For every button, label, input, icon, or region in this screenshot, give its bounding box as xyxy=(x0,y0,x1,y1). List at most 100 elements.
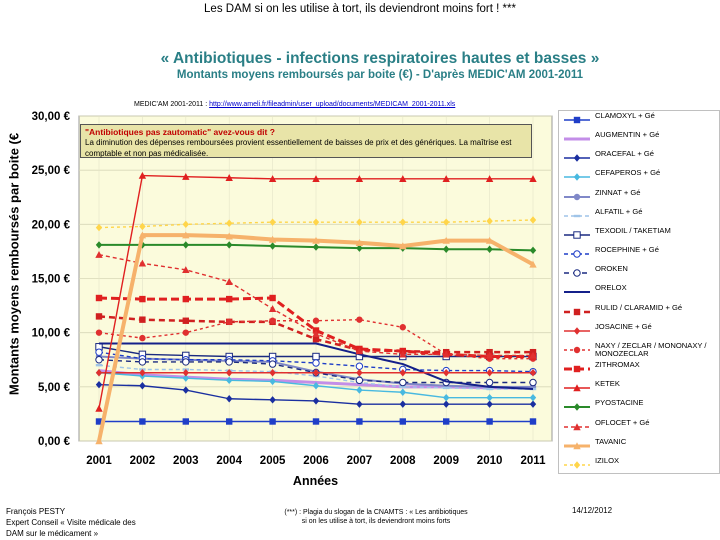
legend-label: OFLOCET + Gé xyxy=(595,417,650,427)
data-point xyxy=(95,313,103,320)
data-point xyxy=(95,294,103,302)
legend-swatch xyxy=(564,441,590,449)
legend-item: AUGMENTIN + Gé xyxy=(559,130,719,152)
data-point xyxy=(225,232,233,240)
data-point xyxy=(182,317,189,324)
legend-swatch xyxy=(564,193,590,200)
x-tick-label: 2007 xyxy=(347,455,373,467)
series-17 xyxy=(95,250,537,359)
data-point xyxy=(139,316,146,323)
data-point xyxy=(486,400,493,408)
data-point xyxy=(95,404,103,412)
y-tick-label: 10,00 € xyxy=(32,328,71,340)
legend-item: ROCEPHINE + Gé xyxy=(559,245,719,267)
legend-label: TEXODIL / TAKETIAM xyxy=(595,225,671,235)
legend-swatch xyxy=(564,327,590,335)
legend-label: KETEK xyxy=(595,379,620,389)
legend-marker xyxy=(573,403,581,412)
data-point xyxy=(269,369,276,377)
data-point xyxy=(399,324,406,331)
x-tick-label: 2011 xyxy=(521,455,547,467)
data-point xyxy=(182,386,189,394)
data-point xyxy=(182,369,189,377)
data-point xyxy=(269,317,276,324)
data-point xyxy=(95,241,103,249)
chart-subtitle: Montants moyens remboursés par boite (€)… xyxy=(176,69,584,81)
legend-marker xyxy=(573,154,581,163)
legend-label: PYOSTACINE xyxy=(595,398,644,408)
note-box: "Antibiotiques pas zautomatic" avez-vous… xyxy=(80,124,532,158)
y-tick-label: 30,00 € xyxy=(32,111,71,123)
legend-swatch xyxy=(564,403,590,412)
x-tick-label: 2010 xyxy=(477,455,503,467)
legend-marker xyxy=(573,214,581,217)
legend-marker xyxy=(573,384,581,392)
data-point xyxy=(312,236,320,244)
legend-marker xyxy=(573,308,581,315)
y-tick-label: 5,00 € xyxy=(38,382,71,394)
source-prefix: MEDIC'AM 2001-2011 : xyxy=(134,101,210,108)
legend-marker xyxy=(573,231,581,239)
legend-label: AUGMENTIN + Gé xyxy=(595,130,660,140)
data-point xyxy=(442,175,450,183)
data-point xyxy=(443,418,450,425)
legend-marker xyxy=(573,173,581,182)
legend-item: ORACEFAL + Gé xyxy=(559,149,719,171)
data-point xyxy=(138,259,147,267)
legend-swatch xyxy=(564,308,590,315)
data-point xyxy=(182,266,190,274)
data-point xyxy=(529,260,537,268)
data-point xyxy=(443,393,450,402)
data-point xyxy=(138,231,147,239)
legend-swatch xyxy=(564,384,590,392)
data-point xyxy=(95,363,103,367)
legend-swatch xyxy=(564,250,590,258)
data-point xyxy=(95,380,103,389)
data-point xyxy=(443,369,450,377)
data-point xyxy=(529,378,537,387)
data-point xyxy=(443,400,450,408)
data-point xyxy=(312,243,320,251)
series-18 xyxy=(95,231,537,445)
data-point xyxy=(355,376,364,385)
data-point xyxy=(312,335,320,343)
data-point xyxy=(95,348,103,356)
legend-item: CLAMOXYL + Gé xyxy=(559,111,719,133)
data-point xyxy=(443,218,450,226)
x-tick-label: 2003 xyxy=(173,455,199,467)
data-point xyxy=(226,418,233,425)
legend-item: IZILOX xyxy=(559,456,719,478)
data-point xyxy=(529,418,537,425)
data-point xyxy=(182,418,189,425)
data-point xyxy=(485,378,494,387)
data-point xyxy=(139,369,146,377)
data-point xyxy=(399,418,406,425)
x-tick-label: 2004 xyxy=(216,455,242,467)
data-point xyxy=(139,418,146,425)
author-name: François PESTY xyxy=(6,507,66,516)
author-role-2: DAM sur le médicament » xyxy=(6,529,99,538)
legend-item: CEFAPEROS + Gé xyxy=(559,168,719,190)
data-point xyxy=(182,220,189,229)
legend-marker xyxy=(573,365,581,373)
legend-swatch xyxy=(564,137,590,141)
legend-item: JOSACINE + Gé xyxy=(559,322,719,344)
legend-marker xyxy=(573,461,581,469)
data-point xyxy=(356,386,363,394)
legend-item: ORELOX xyxy=(559,283,719,305)
data-point xyxy=(485,351,494,359)
source-link[interactable]: http://www.ameli.fr/fileadmin/user_uploa… xyxy=(209,101,456,108)
legend-label: CLAMOXYL + Gé xyxy=(595,111,655,120)
legend-item: ALFATIL + Gé xyxy=(559,207,719,229)
data-point xyxy=(226,318,233,326)
data-point xyxy=(95,223,103,232)
data-point xyxy=(356,400,363,408)
data-point xyxy=(312,352,320,361)
data-point xyxy=(226,241,233,249)
legend-label: ORELOX xyxy=(595,283,627,293)
legend-item: TEXODIL / TAKETIAM xyxy=(559,226,719,248)
legend-label: ALFATIL + Gé xyxy=(595,206,643,216)
data-point xyxy=(182,241,189,249)
legend-label: IZILOX xyxy=(595,455,620,465)
data-point xyxy=(138,171,147,179)
